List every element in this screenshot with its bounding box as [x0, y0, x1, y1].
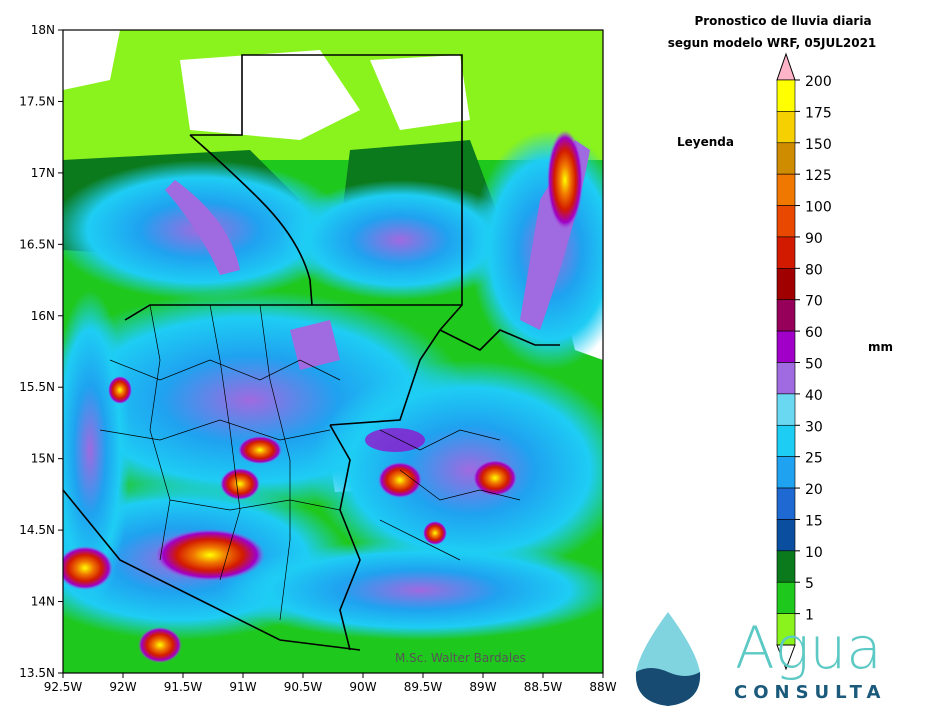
y-tick-label: 16N	[31, 309, 55, 323]
legend-swatch	[776, 205, 796, 238]
legend-swatch	[776, 299, 796, 332]
legend-level-label: 5	[805, 576, 814, 592]
chart-title-line2: segun modelo WRF, 05JUL2021	[668, 36, 877, 50]
legend-level-label: 70	[805, 294, 823, 310]
legend-swatch	[776, 268, 796, 301]
map-heavy-rain-field	[280, 180, 520, 300]
x-tick-label: 92.5W	[44, 680, 83, 694]
legend-swatch	[776, 393, 796, 426]
map-hotspot	[547, 130, 583, 230]
map-hotspot	[63, 546, 113, 590]
map-frame	[62, 29, 604, 674]
y-tick-label: 14.5N	[19, 523, 55, 537]
legend-swatch	[776, 111, 796, 144]
legend-level-label: 125	[805, 168, 832, 184]
department-borders	[99, 304, 521, 621]
brand-name-top: Agua	[735, 614, 882, 682]
legend-swatch	[776, 424, 796, 457]
map-heavy-rain-field	[220, 540, 603, 640]
agua-consulta-logo: Agua CONSULTA	[635, 612, 886, 706]
map-hotspot	[423, 521, 447, 545]
author-credit: M.Sc. Walter Bardales	[395, 651, 526, 665]
y-tick-label: 18N	[31, 23, 55, 37]
x-tick-label: 89.5W	[404, 680, 443, 694]
legend-swatch	[776, 581, 796, 614]
map-hotspot	[138, 627, 182, 663]
brand-name-bottom: CONSULTA	[734, 682, 886, 703]
map-heavy-rain-field	[63, 290, 130, 610]
legend-level-label: 50	[805, 357, 823, 373]
y-tick-label: 14N	[31, 595, 55, 609]
legend-swatch	[776, 236, 796, 269]
legend-top-arrow	[776, 52, 796, 81]
legend-level-label: 10	[805, 545, 823, 561]
legend-swatch	[776, 173, 796, 206]
legend-swatch	[776, 456, 796, 489]
map-hotspot	[365, 428, 425, 452]
map-dry-patch	[63, 30, 120, 90]
y-tick-label: 15N	[31, 452, 55, 466]
precipitation-map	[63, 30, 603, 673]
water-drop-wave	[635, 668, 701, 706]
legend-swatch	[776, 550, 796, 583]
map-purple-streak	[165, 180, 240, 275]
legend-level-label: 150	[805, 137, 832, 153]
y-tick-label: 15.5N	[19, 380, 55, 394]
legend-level-label: 175	[805, 105, 832, 121]
map-hotspot	[238, 436, 282, 464]
legend-swatch	[776, 79, 796, 112]
map-hotspot	[155, 529, 265, 581]
x-tick-label: 92W	[109, 680, 136, 694]
legend-unit: mm	[868, 340, 893, 354]
legend-heading: Leyenda	[677, 135, 734, 149]
x-tick-label: 88W	[589, 680, 616, 694]
legend-level-label: 60	[805, 325, 823, 341]
x-tick-label: 90W	[349, 680, 376, 694]
y-tick-label: 16.5N	[19, 237, 55, 251]
x-axis: 92.5W 92W 91.5W 91W 90.5W 90W 89.5W 89W 88.5W 88W	[44, 673, 617, 694]
legend-swatch	[776, 330, 796, 363]
legend-level-label: 15	[805, 513, 823, 529]
legend-level-label: 90	[805, 231, 823, 247]
legend-level-label: 200	[805, 74, 832, 90]
legend-level-label: 40	[805, 388, 823, 404]
legend-swatch	[776, 362, 796, 395]
legend-level-label: 1	[805, 608, 814, 624]
map-hotspot	[108, 376, 132, 404]
map-dry-patch	[370, 55, 470, 130]
legend-bottom-arrow	[776, 644, 796, 671]
legend-level-label: 25	[805, 451, 823, 467]
legend-level-label: 80	[805, 262, 823, 278]
legend-level-label: 20	[805, 482, 823, 498]
x-tick-label: 89W	[469, 680, 496, 694]
legend-level-label: 30	[805, 419, 823, 435]
map-purple-streak	[290, 320, 340, 370]
y-tick-label: 17.5N	[19, 94, 55, 108]
map-heavy-rain-field	[310, 360, 603, 580]
legend-level-label: 100	[805, 200, 832, 216]
map-hotspot	[378, 462, 422, 498]
map-hotspot	[220, 468, 260, 500]
legend-colorbar: 200 175 150 125 100 90 80 70 60 50 40 30 25 20 15 10 5 1	[776, 52, 832, 671]
legend-swatch	[776, 519, 796, 552]
y-tick-label: 13.5N	[19, 666, 55, 680]
x-tick-label: 90.5W	[284, 680, 323, 694]
x-tick-label: 91.5W	[164, 680, 203, 694]
x-tick-label: 91W	[229, 680, 256, 694]
map-dry-patch	[180, 50, 360, 140]
chart-title-line1: Pronostico de lluvia diaria	[694, 14, 871, 28]
map-hotspot	[473, 460, 517, 496]
x-tick-label: 88.5W	[524, 680, 563, 694]
legend-swatch	[776, 142, 796, 175]
y-tick-label: 17N	[31, 166, 55, 180]
legend-swatch	[776, 487, 796, 520]
y-axis: 18N 17.5N 17N 16.5N 16N 15.5N 15N 14.5N 14N 13.5N	[19, 23, 63, 680]
